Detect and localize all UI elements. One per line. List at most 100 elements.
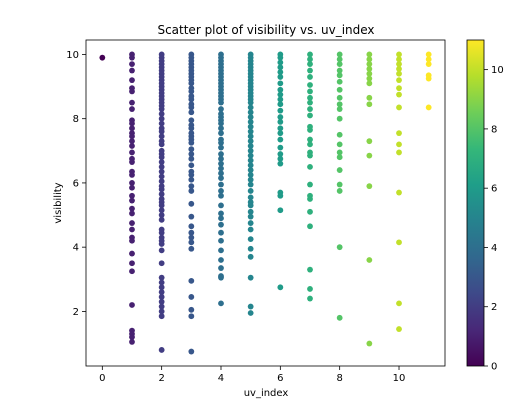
data-point [247, 181, 254, 188]
x-tick-label: 8 [336, 373, 342, 384]
data-point [188, 109, 195, 116]
data-point [247, 157, 254, 164]
data-point [158, 279, 165, 286]
plot-frame [85, 39, 446, 367]
data-point [218, 221, 224, 228]
y-tick-label: 4 [73, 243, 79, 254]
data-point [129, 61, 135, 67]
data-point [158, 260, 165, 267]
data-point [158, 303, 165, 310]
x-tick-label: 6 [277, 373, 283, 384]
data-point [129, 334, 135, 340]
data-point [396, 300, 402, 307]
data-point [366, 94, 373, 101]
data-point [218, 125, 224, 132]
data-point [336, 106, 343, 112]
data-point [218, 106, 224, 112]
data-point [218, 170, 224, 177]
data-point [247, 123, 254, 130]
data-point [307, 51, 313, 58]
data-point [277, 160, 284, 167]
data-point [396, 56, 402, 63]
data-point [129, 67, 135, 74]
data-point [129, 106, 135, 112]
data-point [129, 99, 135, 106]
x-tick-label: 10 [393, 373, 406, 384]
data-point [158, 274, 165, 281]
colorbar-tick-label: 0 [491, 362, 497, 373]
data-point [218, 257, 224, 263]
data-point [277, 130, 284, 137]
data-point [307, 127, 313, 133]
data-point [277, 86, 284, 93]
data-point [247, 236, 254, 243]
data-point [247, 133, 254, 140]
data-point [218, 151, 224, 157]
data-point [188, 171, 195, 178]
data-point [129, 138, 135, 145]
data-point [425, 56, 432, 63]
data-point [158, 289, 165, 296]
data-point [277, 284, 284, 291]
data-point [158, 229, 165, 236]
data-point [129, 133, 135, 140]
data-point [425, 61, 432, 67]
data-point [218, 192, 224, 199]
data-point [247, 152, 254, 159]
data-point [366, 138, 373, 145]
points-layer [99, 51, 432, 355]
data-point [396, 189, 402, 196]
data-point [188, 155, 195, 162]
data-point [188, 183, 195, 190]
data-point [218, 175, 224, 182]
data-point [247, 171, 254, 178]
data-point [425, 104, 432, 111]
data-point [366, 80, 373, 87]
data-point [158, 128, 165, 135]
data-point [158, 284, 165, 291]
y-axis-label: visibility [53, 182, 64, 223]
data-point [366, 257, 373, 263]
data-point [247, 143, 254, 149]
data-point [277, 96, 284, 103]
y-tick-label: 2 [73, 307, 79, 318]
data-point [277, 114, 284, 120]
data-point [277, 69, 284, 76]
y-tick-label: 10 [66, 50, 79, 61]
data-point [307, 61, 313, 67]
data-point [247, 274, 254, 281]
data-point [188, 306, 195, 313]
data-point [307, 82, 313, 88]
data-point [129, 268, 135, 275]
data-point [129, 159, 135, 165]
data-point [277, 91, 284, 98]
colorbar-tick-label: 10 [491, 65, 504, 76]
data-point [366, 101, 373, 108]
data-point [307, 208, 313, 215]
data-point [396, 130, 402, 137]
data-point [188, 162, 195, 169]
x-tick-label: 0 [99, 373, 105, 384]
x-axis-label: uv_index [244, 388, 289, 399]
data-point [158, 120, 165, 127]
data-point [218, 144, 224, 151]
data-point [247, 176, 254, 183]
data-point [396, 91, 402, 98]
data-point [336, 149, 343, 156]
data-point [218, 274, 224, 281]
data-point [336, 188, 343, 194]
data-point [307, 88, 313, 95]
data-point [277, 101, 284, 108]
data-point [158, 207, 165, 214]
data-point [307, 106, 313, 112]
y-tick-label: 6 [73, 178, 79, 189]
data-point [277, 64, 284, 71]
data-point [218, 181, 224, 188]
x-tick-label: 4 [218, 373, 224, 384]
data-point [307, 141, 313, 148]
data-point [188, 200, 195, 207]
data-point [366, 340, 373, 347]
data-point [158, 133, 165, 140]
data-point [396, 85, 402, 92]
